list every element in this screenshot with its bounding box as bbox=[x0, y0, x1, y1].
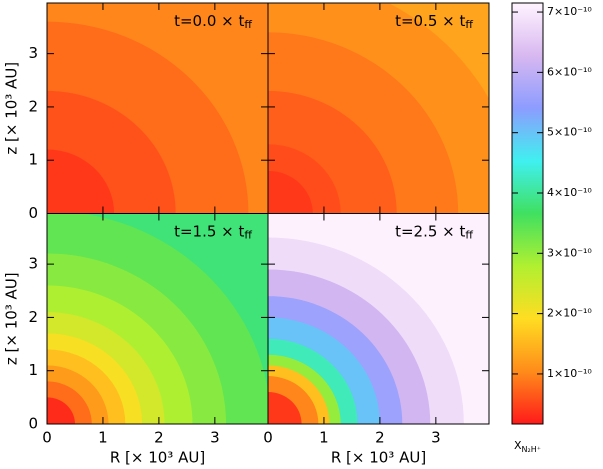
panel-label-main: t=1.5 × t bbox=[174, 222, 244, 240]
panel-label-sub: ff bbox=[465, 18, 473, 31]
panel-label-main: t=2.5 × t bbox=[395, 222, 465, 240]
colorbar-tick-label: 5×10⁻¹⁰ bbox=[547, 126, 592, 139]
y-axis-label: z [× 10³ AU] bbox=[3, 272, 21, 365]
panel-label: t=1.5 × tff bbox=[174, 222, 252, 242]
panel-label-sub: ff bbox=[244, 229, 252, 242]
panel bbox=[268, 213, 489, 424]
panel bbox=[268, 3, 489, 214]
colorbar-tick-label: 6×10⁻¹⁰ bbox=[547, 65, 592, 78]
panel bbox=[47, 3, 268, 214]
x-tick-label: 0 bbox=[263, 429, 273, 447]
x-tick-label: 3 bbox=[431, 429, 441, 447]
contour-band bbox=[47, 149, 115, 214]
colorbar-tick-label: 4×10⁻¹⁰ bbox=[547, 186, 592, 199]
y-tick-label: 3 bbox=[28, 44, 38, 62]
colorbar bbox=[511, 2, 544, 425]
panel bbox=[47, 213, 268, 424]
x-axis-label: R [× 10³ AU] bbox=[331, 449, 426, 467]
colorbar-label-sub: N₂H⁺ bbox=[522, 445, 541, 454]
contour-band bbox=[268, 392, 302, 424]
panel-label-sub: ff bbox=[465, 229, 473, 242]
x-tick-label: 0 bbox=[42, 429, 52, 447]
y-tick-label: 1 bbox=[28, 151, 38, 169]
panel-label-main: t=0.0 × t bbox=[174, 12, 244, 30]
contour-band bbox=[268, 170, 313, 214]
x-tick-label: 1 bbox=[319, 429, 329, 447]
panel-label: t=0.5 × tff bbox=[395, 12, 473, 32]
panel-label-sub: ff bbox=[244, 18, 252, 31]
y-tick-label: 2 bbox=[28, 308, 38, 326]
y-tick-label: 0 bbox=[28, 415, 38, 433]
colorbar-tick-label: 2×10⁻¹⁰ bbox=[547, 307, 592, 320]
colorbar-label-main: X bbox=[514, 439, 522, 452]
colorbar-tick-label: 7×10⁻¹⁰ bbox=[547, 5, 592, 18]
y-tick-label: 3 bbox=[28, 255, 38, 273]
x-axis-label: R [× 10³ AU] bbox=[110, 449, 205, 467]
panel-label: t=0.0 × tff bbox=[174, 12, 252, 32]
y-tick-label: 1 bbox=[28, 361, 38, 379]
panel-frame bbox=[267, 213, 490, 425]
panel-label-main: t=0.5 × t bbox=[395, 12, 465, 30]
y-tick-label: 2 bbox=[28, 97, 38, 115]
x-tick-label: 2 bbox=[154, 429, 164, 447]
x-tick-label: 1 bbox=[98, 429, 108, 447]
y-axis-label: z [× 10³ AU] bbox=[3, 62, 21, 155]
colorbar-label: XN₂H⁺ bbox=[514, 439, 541, 454]
contour-band bbox=[47, 397, 75, 424]
panel-label: t=2.5 × tff bbox=[395, 222, 473, 242]
x-tick-label: 2 bbox=[375, 429, 385, 447]
colorbar-tick-label: 3×10⁻¹⁰ bbox=[547, 246, 592, 259]
colorbar-tick-label: 1×10⁻¹⁰ bbox=[547, 367, 592, 380]
y-tick-label: 0 bbox=[28, 204, 38, 222]
x-tick-label: 3 bbox=[210, 429, 220, 447]
